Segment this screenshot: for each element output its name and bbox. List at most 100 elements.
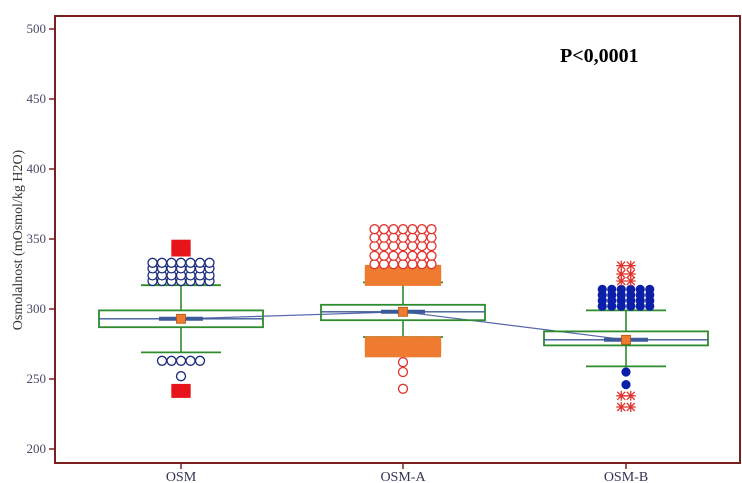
osm-a-outlier-10-0 [364,347,375,358]
x-tick-label-osm-b: OSM-B [604,470,648,483]
osm-a-outlier-10-3 [393,347,404,358]
osm-a-outlier-7-0 [369,224,380,235]
osm-b-outlier-6-1 [625,260,636,271]
osm-outlier-5-0 [175,371,187,382]
osm-a-outlier-4-4 [407,250,418,261]
osm-outlier-4-3 [185,355,196,366]
osm-a-outlier-4-1 [378,250,390,261]
osm-mean-marker [176,313,186,324]
osm-a-outlier-7-1 [378,224,390,235]
osm-a-outlier-3-1 [378,259,390,270]
osm-a-outlier-6-1 [378,232,390,243]
osm-a-outlier-10-6 [421,347,432,358]
osm-a-outlier-6-2 [388,232,399,243]
osm-b-outlier-4-0 [616,276,627,286]
y-tick-label-300: 300 [27,301,47,316]
y-tick-label-250: 250 [27,371,47,386]
p-value-annotation: P<0,0001 [560,45,639,67]
osm-b-outlier-3-3 [626,284,636,294]
osm-a-outlier-10-5 [412,347,423,358]
x-tick-label-osm-a: OSM-A [380,470,426,483]
osm-b-outlier-3-4 [635,284,645,294]
osm-a-outlier-6-6 [426,232,437,243]
y-tick-label-350: 350 [27,231,47,246]
osm-a-outlier-6-3 [397,232,409,243]
osm-outlier-3-6 [204,257,215,268]
osm-b-outlier-5-1 [625,269,636,279]
osm-a-outlier-3-0 [369,259,380,270]
osm-a-outlier-12-0 [397,366,409,378]
osm-a-outlier-5-0 [369,240,380,252]
osm-a-outlier-5-6 [426,240,437,252]
osm-a-outlier-5-1 [378,240,390,252]
osm-b-outlier-3-2 [616,284,626,294]
osm-b-outlier-4-1 [625,276,636,286]
osm-a-outlier-5-5 [416,240,428,252]
osm-b-outlier-10-1 [625,402,636,412]
osm-outlier-4-2 [175,355,187,366]
osm-outlier-3-4 [185,257,196,268]
osm-a-outlier-3-6 [426,259,437,270]
plot-area: 200 250 300 350 400 450 500 OSM OSM-A OSM-B [27,15,741,483]
osm-outlier-3-1 [156,257,168,268]
osm-a-outlier-10-7 [431,347,442,358]
osm-outlier-9-1 [180,388,191,398]
y-tick-label-450: 450 [27,91,47,106]
osm-a-outlier-5-3 [397,240,409,252]
osm-outlier-3-3 [175,257,187,268]
osm-a-outlier-11-0 [397,357,409,368]
osm-b-outlier-7-0 [621,367,631,377]
y-tick-label-200: 200 [27,441,47,456]
osm-a-outlier-6-0 [369,232,380,243]
osm-a-outlier-4-2 [388,250,399,261]
osm-b-outlier-9-0 [616,390,627,401]
osm-a-outlier-5-4 [407,240,418,252]
osm-a-mean-marker [398,306,408,317]
osm-b-outlier-3-5 [645,284,655,294]
osm-b-outlier-5-0 [616,269,627,279]
osm-a-outlier-3-2 [388,259,399,270]
osm-a-outlier-3-4 [407,259,418,270]
osm-outlier-7-1 [180,239,191,250]
osm-a-outlier-7-3 [397,224,409,235]
osm-a-outlier-7-5 [416,224,428,235]
osm-a-outlier-6-5 [416,232,428,243]
osm-a-outlier-10-2 [383,347,394,358]
osm-outlier-3-0 [147,257,158,268]
osm-a-outlier-4-3 [397,250,409,261]
osm-a-outlier-4-0 [369,250,380,261]
osm-b-mean-marker [621,334,631,345]
osm-a-box [320,303,486,322]
osm-b-box [543,330,709,347]
y-tick-label-400: 400 [27,161,47,176]
osm-a-outlier-4-6 [426,250,437,261]
osm-outlier-4-1 [166,355,177,366]
osm-b-outlier-10-0 [616,402,627,412]
osm-b-outlier-3-1 [607,284,617,294]
osm-b-outlier-9-1 [625,390,636,401]
osm-a-outlier-4-5 [416,250,428,261]
x-tick-label-osm: OSM [166,470,197,483]
osm-b-outlier-6-0 [616,260,627,271]
osm-outlier-4-4 [194,355,206,366]
osm-a-outlier-3-5 [416,259,428,270]
osm-outlier-3-2 [166,257,177,268]
osm-outlier-7-0 [171,239,182,250]
osm-a-outlier-6-4 [407,232,418,243]
osm-a-outlier-10-4 [402,347,413,358]
osm-a-outlier-10-1 [374,347,385,358]
osm-a-outlier-3-3 [397,259,409,270]
osm-a-outlier-7-2 [388,224,399,235]
osm-a-outlier-5-2 [388,240,399,252]
y-axis-title: Osmolalnost (mOsmol/kg H2O) [11,149,26,330]
osm-a-outlier-7-4 [407,224,418,235]
osm-a-outlier-13-0 [397,383,409,394]
osm-outlier-9-0 [171,388,182,398]
osm-outlier-3-5 [194,257,206,268]
osm-b-outlier-3-0 [597,284,607,294]
y-tick-label-500: 500 [27,21,47,36]
osm-b-outlier-8-0 [621,379,631,390]
osm-a-outlier-7-6 [426,224,437,235]
osm-outlier-4-0 [156,355,168,366]
